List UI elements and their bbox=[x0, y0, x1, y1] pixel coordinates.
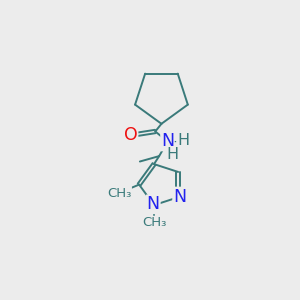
Text: H: H bbox=[177, 133, 189, 148]
Text: N: N bbox=[147, 195, 160, 213]
Text: CH₃: CH₃ bbox=[107, 187, 131, 200]
Text: N: N bbox=[161, 133, 174, 151]
Text: O: O bbox=[124, 126, 137, 144]
Text: CH₃: CH₃ bbox=[142, 216, 166, 229]
Text: N: N bbox=[173, 188, 186, 206]
Text: -: - bbox=[174, 134, 179, 148]
Text: H: H bbox=[166, 147, 178, 162]
